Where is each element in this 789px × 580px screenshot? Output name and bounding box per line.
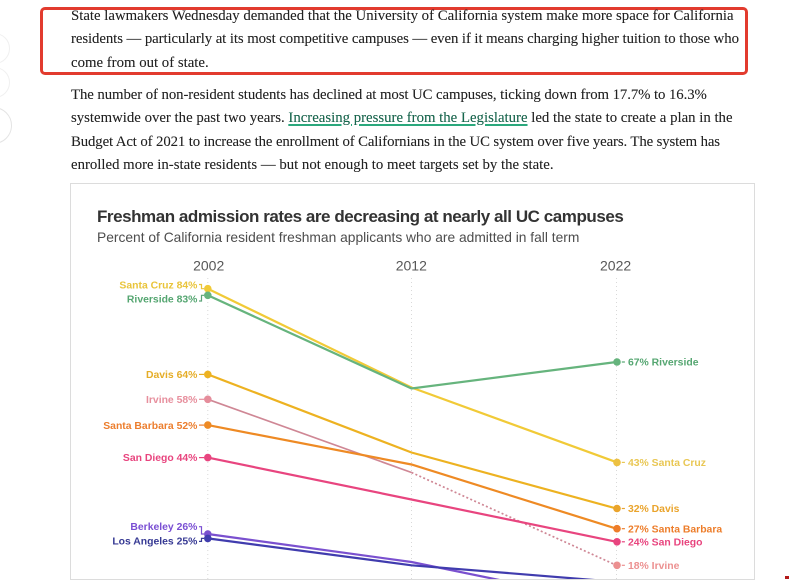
- svg-text:Riverside 83%: Riverside 83%: [127, 295, 197, 306]
- svg-text:67% Riverside: 67% Riverside: [628, 358, 699, 369]
- svg-text:2012: 2012: [396, 257, 427, 273]
- svg-text:Santa Cruz 84%: Santa Cruz 84%: [119, 280, 197, 291]
- svg-text:2022: 2022: [600, 257, 631, 273]
- svg-text:Los Angeles 25%: Los Angeles 25%: [112, 536, 197, 547]
- svg-text:27% Santa Barbara: 27% Santa Barbara: [628, 524, 722, 535]
- svg-text:Davis 64%: Davis 64%: [146, 370, 197, 381]
- svg-text:Santa Barbara 52%: Santa Barbara 52%: [103, 421, 197, 432]
- svg-text:San Diego 44%: San Diego 44%: [123, 453, 198, 464]
- svg-text:Berkeley 26%: Berkeley 26%: [130, 522, 197, 533]
- svg-text:24% San Diego: 24% San Diego: [628, 537, 703, 548]
- svg-text:32% Davis: 32% Davis: [628, 504, 680, 515]
- svg-text:18% Irvine: 18% Irvine: [628, 561, 680, 572]
- svg-text:Irvine 58%: Irvine 58%: [146, 395, 197, 406]
- svg-text:43% Santa Cruz: 43% Santa Cruz: [628, 458, 706, 469]
- svg-text:2002: 2002: [193, 257, 224, 273]
